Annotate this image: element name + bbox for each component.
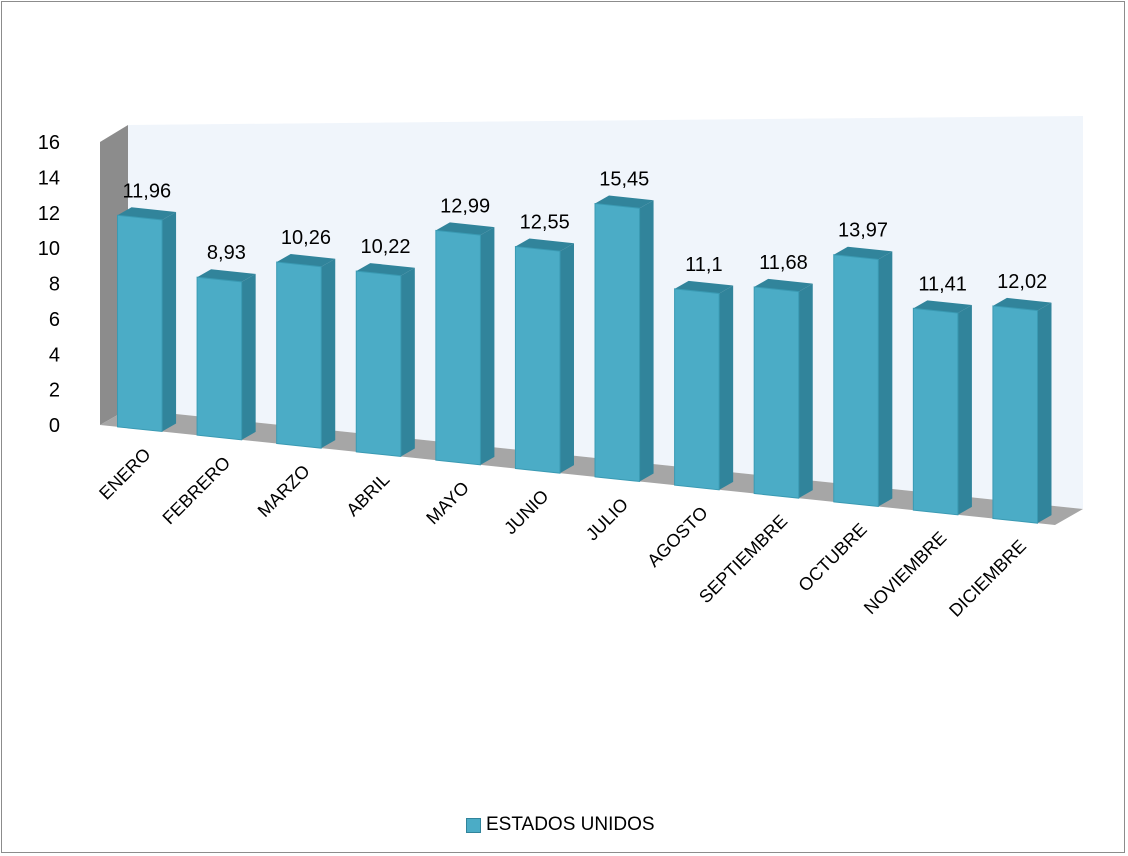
bar-side	[878, 251, 893, 507]
bar	[196, 276, 243, 441]
y-tick-label: 0	[49, 415, 60, 437]
y-tick-label: 6	[49, 309, 60, 331]
bar	[355, 270, 402, 458]
y-tick-label: 12	[38, 203, 60, 225]
data-label: 12,55	[520, 212, 570, 234]
data-label: 11,41	[918, 273, 967, 295]
bar	[594, 203, 641, 483]
x-tick-label: DICIEMBRE	[945, 536, 1030, 621]
chart-legend: ESTADOS UNIDOS	[466, 814, 655, 836]
data-label: 12,99	[440, 195, 490, 217]
bar-side	[798, 283, 813, 499]
bar-side	[480, 227, 495, 465]
data-label: 10,26	[281, 227, 331, 249]
bar	[992, 305, 1038, 524]
data-label: 10,22	[361, 236, 411, 258]
data-label: 11,68	[759, 252, 808, 274]
data-label: 13,97	[838, 220, 888, 242]
bar-side	[162, 211, 177, 432]
bar-side	[719, 285, 734, 490]
data-label: 8,93	[207, 242, 246, 264]
x-tick-label: FEBRERO	[159, 453, 235, 529]
bar-side	[400, 267, 415, 457]
x-tick-label: ENERO	[95, 444, 154, 503]
x-tick-label: SEPTIEMBRE	[695, 511, 791, 607]
legend-label: ESTADOS UNIDOS	[486, 814, 655, 835]
x-tick-label: JULIO	[582, 494, 632, 544]
x-tick-label: MARZO	[254, 461, 314, 521]
bar	[117, 214, 163, 433]
x-tick-label: MAYO	[422, 478, 473, 529]
data-label: 11,96	[123, 180, 172, 202]
bar-side	[559, 243, 574, 474]
data-label: 15,45	[599, 169, 649, 191]
bar-side	[1037, 302, 1052, 524]
legend-swatch	[466, 817, 481, 833]
y-tick-label: 2	[49, 380, 60, 402]
bar-side	[321, 258, 336, 449]
bar	[753, 286, 800, 499]
bar	[276, 261, 322, 449]
x-tick-label: AGOSTO	[643, 503, 711, 571]
y-tick-label: 10	[38, 238, 60, 260]
y-tick-label: 8	[49, 274, 60, 296]
x-tick-label: NOVIEMBRE	[860, 528, 951, 619]
bar	[435, 229, 481, 466]
bar	[833, 254, 879, 508]
x-tick-label: OCTUBRE	[794, 519, 870, 595]
data-label: 11,1	[685, 254, 722, 276]
x-tick-label: ABRIL	[342, 469, 393, 520]
bar	[912, 307, 959, 516]
bar-side	[241, 273, 256, 440]
y-tick-label: 14	[38, 167, 60, 189]
x-tick-label: JUNIO	[500, 486, 552, 538]
y-tick-label: 4	[49, 344, 60, 366]
bar	[514, 245, 561, 474]
bar	[674, 288, 720, 491]
y-tick-label: 16	[38, 132, 60, 154]
bar-side	[639, 200, 654, 482]
data-label: 12,02	[997, 271, 1047, 293]
bar-side	[957, 305, 972, 515]
